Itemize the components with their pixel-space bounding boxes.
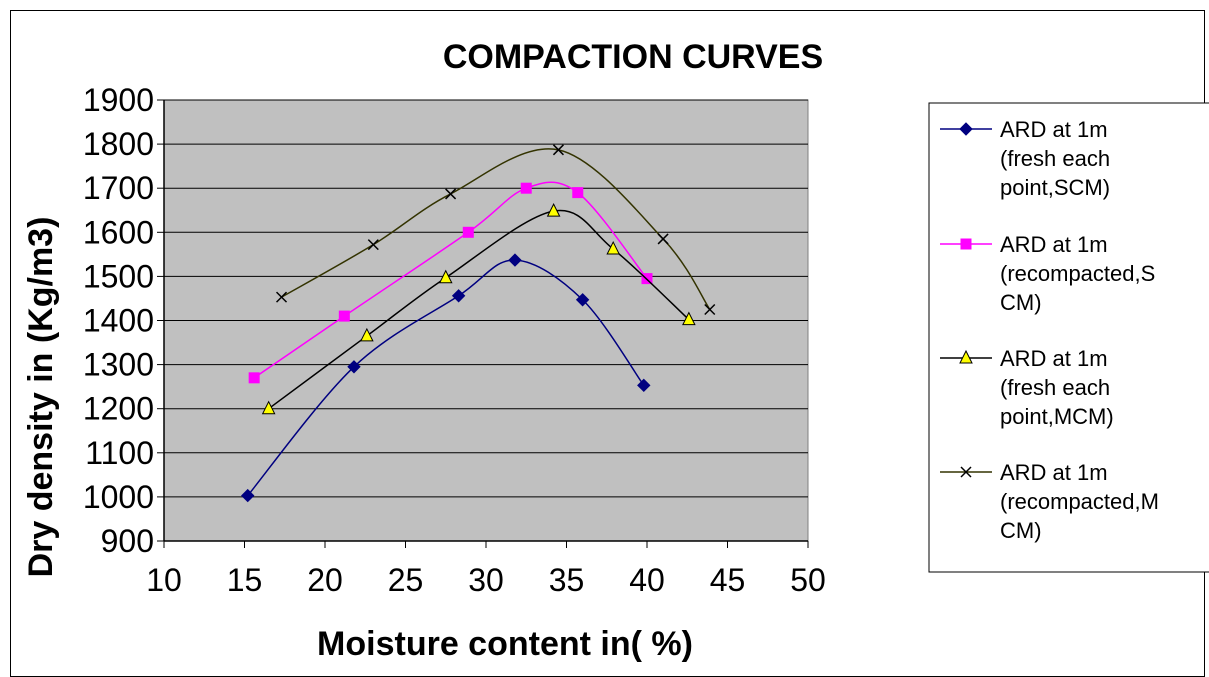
marker-stroke: [657, 233, 669, 245]
series-2: [248, 181, 653, 384]
series-1: [241, 253, 651, 503]
y-tick-label: 1200: [83, 391, 154, 427]
legend-label: (recompacted,S: [1000, 261, 1155, 286]
legend-swatch-marker: [959, 349, 973, 364]
legend-label: ARD at 1m: [1000, 346, 1108, 371]
legend-item: ARD at 1m (fresh each point,SCM): [940, 117, 1110, 200]
x-tick-label: 50: [790, 562, 826, 598]
x-tick-label: 25: [388, 562, 424, 598]
legend-item: ARD at 1m (recompacted,S CM): [940, 232, 1155, 315]
legend-item: ARD at 1m (fresh each point,MCM): [940, 346, 1114, 429]
data-point: [451, 289, 466, 303]
tick-labels: 900 1000 1100 1200 1300 1400 1500 1600 1700 1800 1…: [83, 82, 826, 598]
y-tick-label: 1900: [83, 82, 154, 118]
axes: [157, 99, 809, 548]
legend-box: [928, 102, 1209, 573]
data-point: [248, 372, 260, 384]
data-point: [657, 233, 669, 245]
series-line: [268, 209, 690, 410]
series-3: [261, 203, 696, 415]
y-tick-label: 1100: [85, 435, 154, 471]
y-tick-label: 1600: [83, 214, 154, 250]
data-point: [606, 240, 620, 255]
legend-item: ARD at 1m (recompacted,M CM): [940, 460, 1159, 543]
gridlines: [164, 99, 808, 498]
legend-label: point,SCM): [1000, 175, 1110, 200]
data-point: [241, 488, 255, 503]
y-tick-label: 1300: [83, 347, 154, 383]
marker-stroke: [367, 239, 379, 251]
x-tick-label: 45: [710, 562, 746, 598]
y-tick-label: 1000: [83, 479, 154, 515]
y-axis-title: Dry density in (Kg/m3): [22, 217, 60, 578]
legend-label: (recompacted,M: [1000, 489, 1159, 514]
legend-label: ARD at 1m: [1000, 460, 1108, 485]
legend-label: CM): [1000, 518, 1042, 543]
data-point: [347, 360, 361, 374]
legend-swatch-marker: [960, 466, 972, 478]
legend-label: point,MCM): [1000, 404, 1114, 429]
x-tick-label: 35: [549, 562, 585, 598]
y-tick-label: 1500: [83, 258, 154, 294]
legend-swatch-marker: [959, 122, 973, 136]
legend-label: (fresh each: [1000, 375, 1110, 400]
y-tick-label: 1700: [83, 170, 154, 206]
data-point: [572, 187, 584, 199]
x-tick-label: 15: [227, 562, 263, 598]
data-point: [520, 182, 532, 194]
x-tick-label: 40: [629, 562, 665, 598]
y-tick-label: 1400: [83, 303, 154, 339]
data-point: [360, 327, 374, 342]
series-line: [253, 181, 648, 379]
y-tick-label: 900: [101, 523, 154, 559]
data-point: [704, 303, 716, 316]
data-point: [637, 378, 651, 393]
legend-label: ARD at 1m: [1000, 117, 1108, 142]
data-point: [552, 144, 564, 156]
marker-stroke: [275, 291, 288, 303]
legend-swatch-marker: [960, 238, 972, 250]
chart-title: COMPACTION CURVES: [443, 38, 823, 76]
data-point: [445, 188, 457, 200]
legend-label: ARD at 1m: [1000, 232, 1108, 257]
data-point: [367, 239, 379, 251]
legend-label: (fresh each: [1000, 146, 1110, 171]
data-point: [682, 311, 696, 326]
marker-stroke: [960, 466, 972, 478]
data-point: [546, 203, 561, 217]
series-4: [275, 144, 716, 316]
x-axis-title: Moisture content in( %): [317, 625, 693, 663]
x-tick-label: 30: [468, 562, 504, 598]
legend: ARD at 1m (fresh each point,SCM) ARD at 1m (…: [928, 102, 1209, 573]
data-point: [261, 400, 276, 415]
data-point: [575, 293, 590, 307]
marker-stroke: [704, 303, 716, 316]
y-tick-label: 1800: [83, 126, 154, 162]
legend-label: CM): [1000, 290, 1042, 315]
series-layer: [241, 144, 716, 503]
x-tick-label: 10: [146, 562, 182, 598]
data-point: [275, 291, 288, 303]
data-point: [338, 310, 350, 322]
data-point: [508, 253, 522, 267]
marker-stroke: [445, 188, 457, 200]
data-point: [462, 226, 474, 238]
marker-stroke: [552, 144, 564, 156]
x-tick-label: 20: [307, 562, 343, 598]
series-line: [247, 259, 645, 497]
data-point: [438, 269, 453, 284]
